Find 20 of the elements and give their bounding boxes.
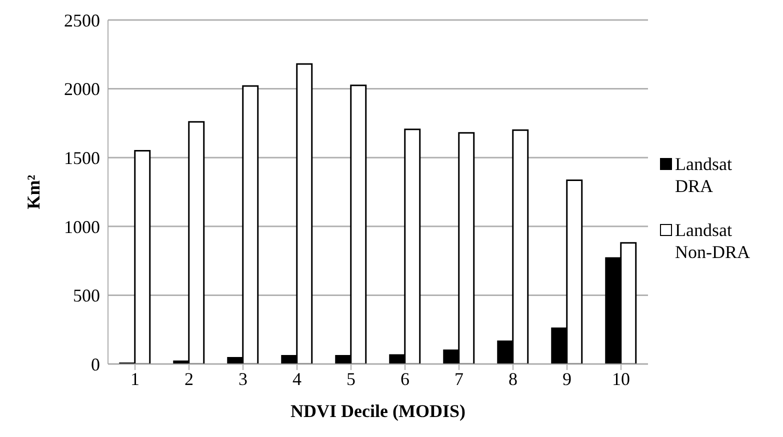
x-tick-label: 8 — [508, 368, 518, 389]
x-tick-label: 3 — [238, 368, 248, 389]
x-tick-label: 4 — [292, 368, 302, 389]
x-tick-label: 7 — [454, 368, 464, 389]
x-axis-title: NDVI Decile (MODIS) — [290, 401, 466, 421]
legend-label: Landsat DRA — [675, 152, 733, 196]
y-tick-label: 1500 — [64, 148, 100, 168]
x-tick-label: 2 — [184, 368, 194, 389]
legend-label: Landsat Non-DRA — [675, 218, 751, 262]
y-tick-label: 2500 — [64, 10, 100, 30]
y-tick-label: 0 — [91, 354, 100, 374]
x-tick-label: 9 — [562, 368, 572, 389]
y-axis-title: Km² — [23, 174, 44, 210]
x-tick-label: 10 — [612, 368, 630, 389]
y-tick-label: 1000 — [64, 216, 100, 237]
y-tick-label: 500 — [73, 286, 100, 306]
y-tick-label: 2000 — [64, 79, 100, 100]
x-tick-label: 6 — [400, 368, 410, 389]
x-tick-label: 1 — [130, 368, 140, 389]
x-tick-label: 5 — [346, 368, 356, 389]
